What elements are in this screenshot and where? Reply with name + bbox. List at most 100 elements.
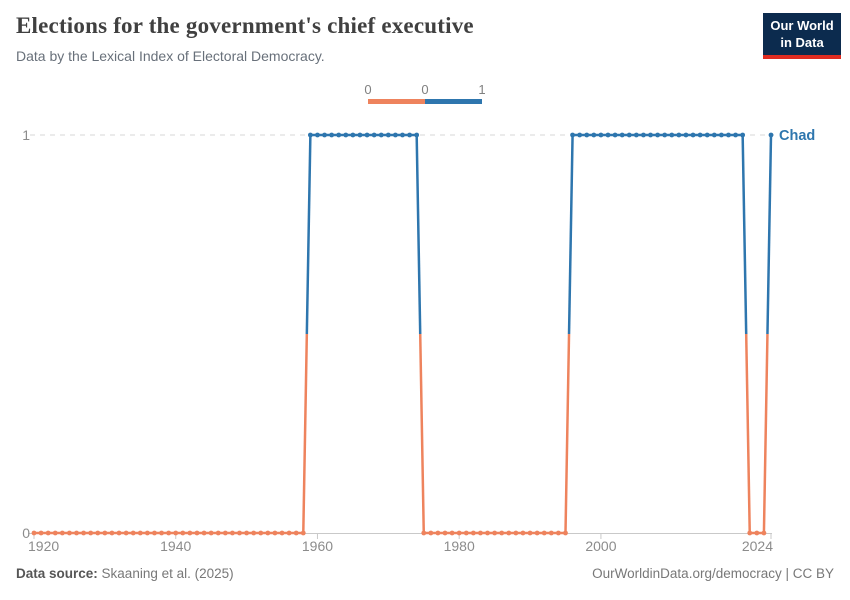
- data-point: [116, 530, 122, 536]
- data-point: [492, 530, 498, 536]
- data-point: [109, 530, 115, 536]
- legend-tick-label: 0: [364, 82, 372, 97]
- data-point: [385, 132, 391, 138]
- transition-segment: [741, 134, 748, 335]
- data-point: [159, 530, 164, 536]
- data-point: [194, 530, 200, 536]
- data-point: [215, 530, 221, 536]
- data-point: [626, 132, 632, 138]
- data-point: [754, 530, 760, 536]
- data-point: [534, 530, 540, 536]
- data-point: [315, 132, 320, 138]
- x-tick-label: 2000: [585, 538, 616, 554]
- data-point: [669, 132, 675, 138]
- data-point: [130, 530, 136, 536]
- data-point: [251, 530, 257, 536]
- data-point: [449, 530, 455, 536]
- data-point: [711, 132, 717, 138]
- transition-segment: [302, 333, 309, 534]
- data-point: [463, 530, 469, 536]
- data-source: Data source: Skaaning et al. (2025): [16, 566, 234, 581]
- data-point: [244, 530, 249, 536]
- data-point: [633, 132, 639, 138]
- data-point: [761, 530, 767, 536]
- data-point: [648, 132, 653, 138]
- data-point: [393, 132, 398, 138]
- data-point: [300, 530, 306, 536]
- data-point: [137, 530, 143, 536]
- entity-label: Chad: [779, 128, 815, 144]
- x-tick-label: 1960: [302, 538, 333, 554]
- data-point: [102, 530, 108, 536]
- data-point: [230, 530, 235, 536]
- data-point: [67, 530, 72, 536]
- data-point: [265, 530, 271, 536]
- transition-segment: [305, 134, 312, 335]
- data-point: [421, 530, 427, 536]
- owid-url-link[interactable]: OurWorldinData.org/democracy | CC BY: [592, 566, 834, 581]
- transition-segment: [567, 134, 574, 335]
- data-point: [577, 132, 583, 138]
- data-point: [718, 132, 724, 138]
- data-point: [187, 530, 193, 536]
- data-point: [329, 132, 335, 138]
- transition-segment: [415, 134, 422, 335]
- data-point: [527, 530, 533, 536]
- data-point: [88, 530, 94, 536]
- data-point: [520, 530, 526, 536]
- data-point: [563, 530, 568, 536]
- transition-segment: [766, 134, 773, 335]
- color-legend: 0 0 1: [364, 82, 486, 106]
- transition-segment: [744, 333, 751, 534]
- x-tick-label: 1940: [160, 538, 191, 554]
- legend-swatch-blue: [425, 99, 482, 104]
- data-point: [123, 530, 129, 536]
- owid-logo[interactable]: Our World in Data: [763, 13, 841, 60]
- data-point: [364, 132, 370, 138]
- data-point: [570, 132, 575, 138]
- transition-segment: [418, 333, 426, 534]
- data-point: [548, 530, 554, 536]
- data-point: [676, 132, 682, 138]
- logo-line-1: Our World: [770, 18, 834, 33]
- data-point: [237, 530, 242, 536]
- data-point: [690, 132, 696, 138]
- data-point: [31, 530, 37, 536]
- data-point: [435, 530, 441, 536]
- data-point: [272, 530, 278, 536]
- data-point: [605, 132, 611, 138]
- y-tick-label: 0: [22, 525, 30, 541]
- data-point: [293, 530, 299, 536]
- data-point: [407, 132, 412, 138]
- data-point: [222, 530, 228, 536]
- data-point: [641, 132, 646, 138]
- data-point: [591, 132, 597, 138]
- data-point: [59, 530, 65, 536]
- legend-tick-label: 1: [478, 82, 486, 97]
- data-point: [52, 530, 58, 536]
- x-tick-label: 2024: [742, 538, 773, 554]
- data-point: [584, 132, 590, 138]
- data-point: [343, 132, 349, 138]
- data-point: [442, 530, 448, 536]
- data-point: [485, 530, 490, 536]
- transition-segment: [564, 333, 571, 534]
- x-tick-label: 1980: [444, 538, 475, 554]
- data-point: [768, 132, 774, 138]
- legend-tick-label: 0: [421, 82, 429, 97]
- data-point: [173, 530, 179, 536]
- data-point: [612, 132, 618, 138]
- data-point: [456, 530, 462, 536]
- data-point: [740, 132, 746, 138]
- data-point: [350, 132, 356, 138]
- data-point: [152, 530, 157, 536]
- logo-line-2: in Data: [780, 34, 824, 50]
- data-point: [336, 132, 342, 138]
- data-point: [747, 530, 753, 536]
- data-point: [470, 530, 476, 536]
- data-point: [201, 530, 207, 536]
- data-point: [279, 530, 285, 536]
- data-point: [286, 530, 292, 536]
- chart-title: Elections for the government's chief exe…: [16, 13, 474, 38]
- data-point: [45, 530, 51, 536]
